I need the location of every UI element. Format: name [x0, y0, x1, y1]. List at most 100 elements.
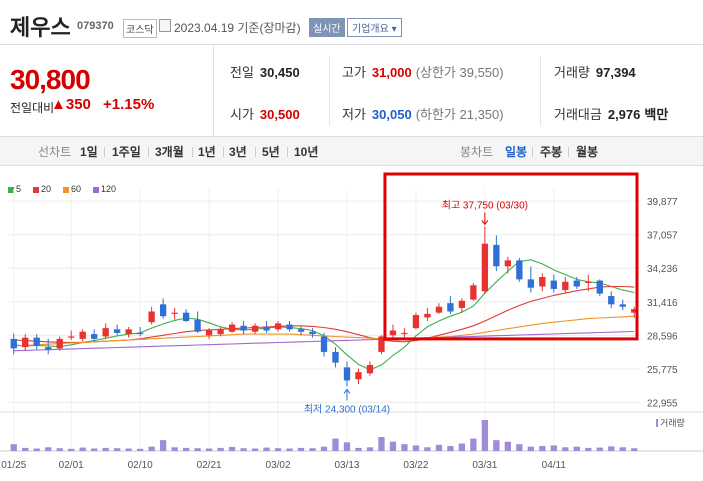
highlight-box — [383, 172, 639, 341]
stock-name: 제우스 — [10, 15, 71, 40]
high-annotation: 최고 37,750 (03/30) — [442, 199, 528, 211]
candle-body — [504, 260, 512, 267]
diff-rate: +1.15% — [103, 96, 155, 113]
volume-bar — [205, 448, 213, 451]
volume-bar — [125, 448, 132, 451]
candle-body — [125, 329, 132, 335]
candle-body — [562, 281, 569, 291]
high-value: 31,000 — [371, 65, 412, 80]
candlestick-chart: 39,877 37,057 34,236 31,416 28,596 25,775 22,9… — [0, 172, 703, 471]
candle-body — [447, 303, 454, 312]
volume-bar — [309, 448, 316, 451]
volume-bar — [274, 448, 282, 451]
open-label: 시가 — [230, 107, 254, 122]
volume-bar — [573, 446, 580, 451]
x-tick-label: 02/10 — [128, 460, 153, 471]
volume-bar — [366, 447, 374, 451]
tab-divider — [532, 147, 533, 157]
x-tick-label: 04/11 — [542, 460, 567, 471]
volume-bar — [148, 446, 155, 451]
period-tabbar: 선차트 1일 1주일 3개월 1년 3년 5년 10년 봉차트 일봉 주봉 월봉 — [0, 136, 703, 166]
volume-bar — [516, 444, 523, 451]
tab-1day[interactable]: 1일 — [80, 145, 98, 159]
chart-legend: 5 20 60 120 — [8, 184, 128, 194]
volume-bar — [435, 444, 443, 451]
tab-5year[interactable]: 5년 — [262, 145, 280, 159]
candle-body — [263, 326, 270, 331]
divider — [329, 56, 330, 126]
volume-bar — [286, 448, 293, 451]
volume-bar — [10, 444, 17, 451]
candle-body — [424, 313, 431, 318]
tab-1week[interactable]: 1주일 — [112, 145, 141, 159]
volume-bar — [447, 446, 454, 451]
legend-label: 120 — [101, 184, 117, 194]
legend-item: 20 — [33, 184, 57, 194]
volume-bar — [608, 446, 615, 451]
volume-bar — [297, 447, 305, 451]
tab-daily[interactable]: 일봉 — [505, 145, 528, 159]
candle-body — [10, 338, 17, 349]
candle-body — [401, 332, 408, 335]
candle-body — [539, 277, 546, 287]
candle-body — [470, 285, 477, 300]
volume-bar — [320, 446, 328, 451]
volume-bar — [136, 448, 144, 451]
volume-bar — [585, 447, 592, 451]
candle-body — [493, 244, 500, 267]
volume-bar — [194, 448, 201, 451]
candle-body — [45, 347, 52, 350]
tab-weekly[interactable]: 주봉 — [540, 145, 563, 159]
candle-body — [309, 331, 316, 335]
candle-body — [251, 325, 259, 332]
volume-bar — [527, 446, 534, 451]
candle-body — [171, 312, 178, 314]
y-tick-label: 37,057 — [647, 231, 678, 242]
candle-body — [596, 280, 603, 294]
volume-label: 거래량 — [554, 65, 590, 80]
volume-bar — [412, 445, 420, 451]
candle-body — [527, 279, 534, 288]
tab-divider — [104, 147, 105, 157]
volume-bar — [343, 442, 351, 451]
tab-1year[interactable]: 1년 — [198, 145, 216, 159]
legend-swatch — [33, 186, 40, 193]
tab-3year[interactable]: 3년 — [229, 145, 247, 159]
low-annotation: 최저 24,300 (03/14) — [304, 403, 390, 415]
tab-divider — [223, 147, 224, 157]
volume-label: 거래량 — [660, 417, 685, 428]
volume-bar — [550, 445, 557, 451]
volume-bar — [596, 447, 603, 451]
volume-value: 97,394 — [595, 65, 636, 80]
candle-body — [516, 260, 523, 280]
trade-amount: 거래대금 2,976 백만 — [554, 104, 668, 123]
prev-label: 전일 — [230, 65, 254, 80]
date-text: 2023.04.19 기준(장마감) — [174, 21, 301, 35]
legend-swatch — [93, 186, 100, 193]
candle-body — [194, 319, 201, 332]
volume-bar — [562, 447, 569, 451]
candle-body — [114, 329, 121, 333]
volume-bar — [389, 441, 397, 451]
tab-monthly[interactable]: 월봉 — [576, 145, 599, 159]
realtime-button[interactable]: 실시간 — [309, 18, 345, 37]
stock-header: 제우스 079370 코스닥 2023.04.19 기준(장마감) 실시간 기업… — [0, 0, 703, 45]
tab-3month[interactable]: 3개월 — [155, 145, 184, 159]
candle-body — [332, 351, 339, 363]
tab-10year[interactable]: 10년 — [294, 145, 319, 159]
volume-bar — [91, 448, 98, 451]
candle-body — [458, 300, 466, 308]
x-tick-label: 01/25 — [1, 460, 26, 471]
candle-body — [550, 280, 557, 289]
volume-bar — [504, 441, 512, 451]
candle-body — [148, 311, 155, 323]
lower-limit: (하한가 21,350) — [415, 107, 504, 122]
volume-bar — [378, 437, 385, 451]
low-arrow-head — [343, 388, 351, 394]
volume-bar — [251, 448, 259, 451]
price-summary: 30,800 전일대비 ▲350 +1.15% — [0, 46, 213, 136]
low-value: 30,050 — [371, 107, 412, 122]
line-chart-label: 선차트 — [38, 145, 72, 159]
company-overview-button[interactable]: 기업개요 ▾ — [347, 18, 402, 37]
legend-item: 120 — [93, 184, 122, 194]
